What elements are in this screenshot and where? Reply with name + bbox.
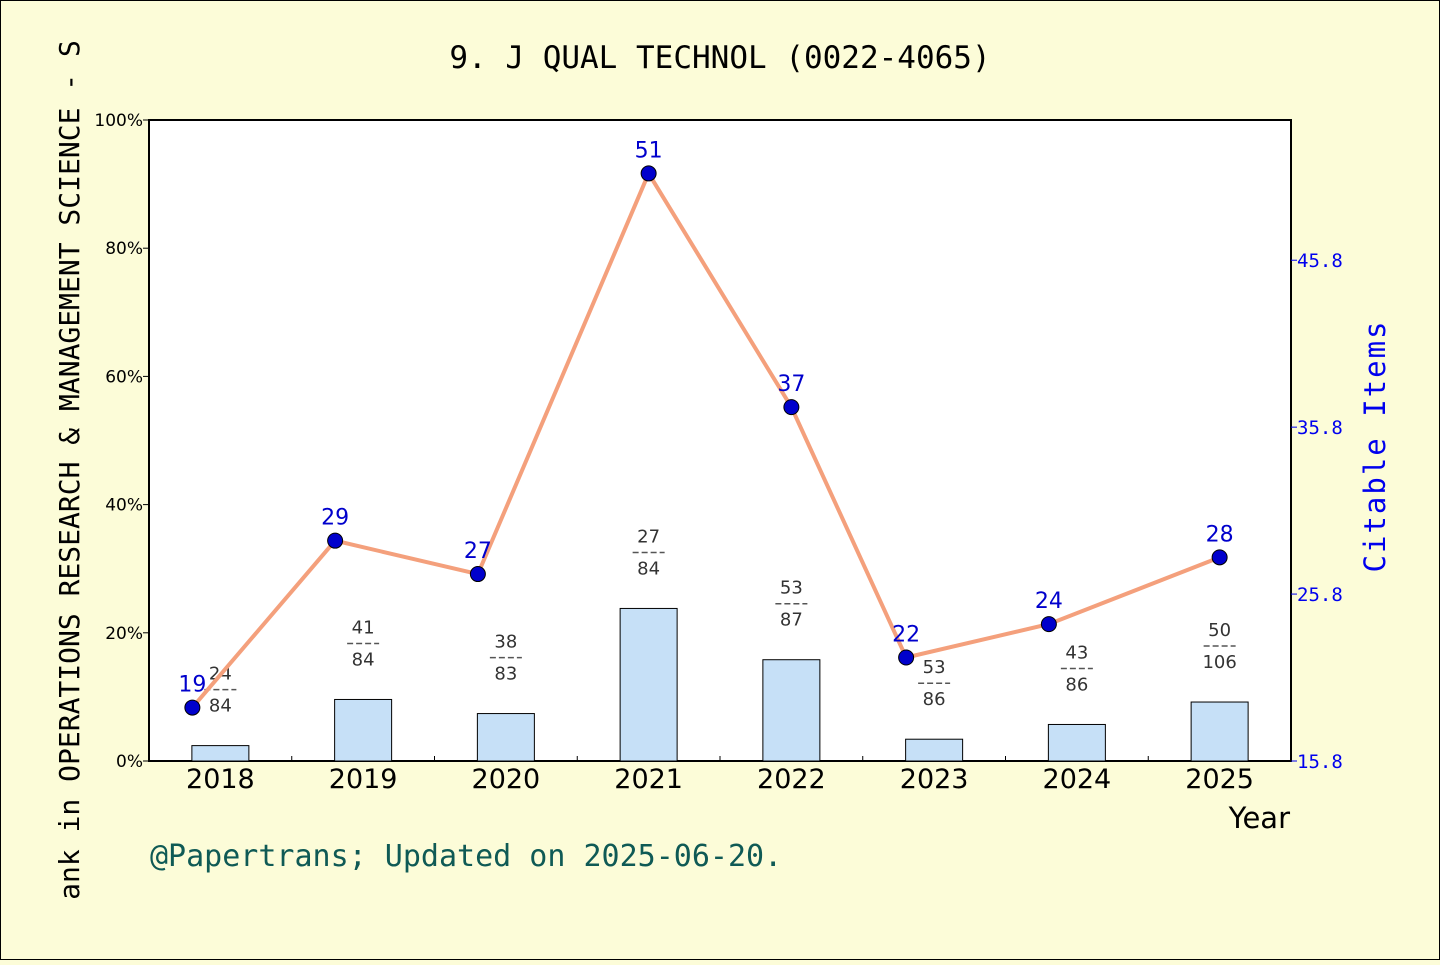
rank-label-bottom: 84 [209, 696, 232, 717]
y-tick-label: 40% [105, 496, 143, 516]
point-2025 [1211, 549, 1228, 566]
rank-label-top: 38 [494, 632, 517, 653]
y-tick-label: 20% [105, 624, 143, 644]
x-tick-label: 2023 [900, 764, 969, 795]
footer-credit: @Papertrans; Updated on 2025-06-20. [150, 839, 782, 874]
y-tick-label: 80% [105, 239, 143, 259]
rank-label-top: 50 [1208, 620, 1231, 641]
rank-label-bottom: 106 [1202, 652, 1236, 673]
x-tick-label: 2025 [1185, 764, 1254, 795]
y2-axis-label: Citable Items [1358, 320, 1392, 573]
y2-tick-label: 35.8 [1297, 417, 1343, 439]
rank-label-top: 53 [923, 657, 946, 678]
axes-group: 0% 20% 40% 60% 80% 100% 15.8 25.8 35.8 45.8 2018 20… [94, 111, 1342, 795]
x-tick-label: 2018 [186, 764, 255, 795]
bar-2021 [619, 607, 678, 762]
point-2022 [783, 399, 800, 416]
point-value-label: 24 [1035, 589, 1063, 614]
bars-group [191, 607, 1249, 762]
rank-label-bottom: 87 [780, 610, 803, 631]
point-2020 [469, 566, 486, 583]
rank-labels-group: 24 84 41 84 38 83 27 84 53 87 53 86 43 86 50 106 [204, 526, 1237, 717]
rank-label-bottom: 86 [1065, 674, 1088, 695]
bar-2019 [334, 698, 393, 762]
point-value-label: 28 [1206, 522, 1234, 547]
rank-label-top: 27 [637, 526, 660, 547]
x-tick-label: 2024 [1043, 764, 1112, 795]
point-2021 [640, 165, 657, 182]
y-tick-label: 100% [94, 111, 143, 131]
rank-label-top: 43 [1065, 642, 1088, 663]
point-value-label: 37 [777, 372, 805, 397]
plot-area [148, 119, 1292, 762]
point-value-label: 19 [178, 673, 206, 698]
rank-label-bottom: 84 [352, 649, 375, 670]
point-value-label: 29 [321, 506, 349, 531]
point-2018 [184, 699, 201, 716]
bar-2020 [476, 713, 535, 762]
rank-label-top: 41 [352, 617, 375, 638]
y-tick-label: 0% [116, 752, 143, 772]
x-tick-label: 2020 [472, 764, 541, 795]
bar-2025 [1190, 701, 1249, 762]
rank-label-bottom: 84 [637, 558, 660, 579]
rank-label-top: 53 [780, 578, 803, 599]
citable-items-line [190, 169, 1221, 709]
y-tick-label: 60% [105, 367, 143, 387]
rank-label-bottom: 86 [923, 689, 946, 710]
point-2024 [1040, 616, 1057, 633]
point-value-label: 27 [464, 539, 492, 564]
point-value-label: 22 [892, 623, 920, 648]
point-2019 [327, 532, 344, 549]
line-group: 19 29 27 51 37 22 24 28 [178, 138, 1234, 716]
x-tick-label: 2022 [757, 764, 826, 795]
bar-2024 [1047, 723, 1106, 762]
y2-tick-label: 25.8 [1297, 584, 1343, 606]
point-value-label: 51 [635, 138, 663, 163]
y2-tick-label: 45.8 [1297, 250, 1343, 272]
x-tick-label: 2019 [329, 764, 398, 795]
bar-2018 [191, 745, 250, 762]
y-axis-label: ank in OPERATIONS RESEARCH & MANAGEMENT … [53, 40, 86, 900]
bar-2022 [762, 659, 821, 762]
x-axis-label: Year [1228, 801, 1290, 835]
bar-2023 [905, 738, 964, 762]
rank-label-bottom: 83 [494, 664, 517, 685]
x-tick-label: 2021 [614, 764, 683, 795]
chart-title: 9. J QUAL TECHNOL (0022-4065) [449, 40, 990, 76]
y2-tick-label: 15.8 [1297, 751, 1343, 773]
point-2023 [898, 649, 915, 666]
